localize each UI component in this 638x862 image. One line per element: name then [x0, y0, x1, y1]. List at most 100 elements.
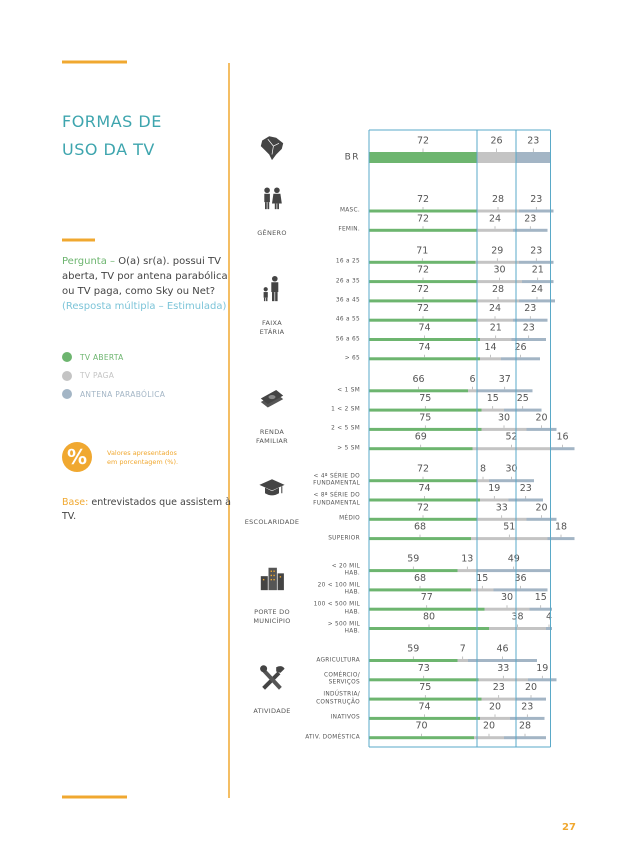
bar-segment: [369, 498, 480, 502]
bar-segment: [528, 678, 557, 682]
value-label: 72: [417, 194, 429, 205]
bar-segment: [529, 607, 552, 611]
value-label: 23: [530, 194, 542, 205]
row-label: < 20 MIL HAB.: [331, 563, 360, 577]
value-label: 72: [417, 303, 429, 314]
bar-segment: [477, 569, 551, 573]
value-label: 74: [418, 323, 430, 334]
bar-segment: [547, 537, 575, 541]
bar-segment: [369, 678, 479, 682]
row-label: MÉDIO: [339, 515, 360, 522]
row-label: FEMIN.: [338, 226, 360, 233]
legend-swatch: [62, 389, 72, 399]
bar-segment: [369, 479, 477, 483]
value-label: 23: [527, 136, 539, 147]
percent-icon: %: [62, 442, 92, 472]
icon: [260, 567, 284, 591]
bar-segment: [511, 338, 546, 341]
bar-segment: [477, 517, 527, 521]
value-label: 59: [407, 554, 419, 565]
value-label: 72: [417, 464, 429, 475]
value-label: 26: [514, 342, 526, 353]
bar-segment: [513, 318, 548, 322]
bar-segment: [471, 588, 494, 592]
bar-segment: [477, 479, 489, 483]
row-label: 2 < 5 SM: [331, 425, 360, 432]
bar-segment: [369, 716, 480, 720]
legend-swatch: [62, 370, 72, 381]
bar-segment: [369, 697, 482, 701]
bar-segment: [457, 659, 468, 662]
value-label: 16: [556, 432, 568, 443]
value-label: 23: [523, 323, 535, 334]
value-label: 7: [460, 644, 466, 655]
value-label: 38: [511, 612, 523, 623]
value-label: 6: [469, 374, 475, 385]
value-label: 74: [418, 342, 430, 353]
bar-segment: [510, 716, 545, 720]
page-number: 27: [562, 822, 576, 833]
bar-segment: [369, 299, 477, 303]
value-label: 25: [517, 393, 529, 404]
value-label: 23: [493, 682, 505, 693]
value-label: 77: [421, 592, 433, 603]
value-label: 15: [535, 592, 547, 603]
row-label: 20 < 100 MIL HAB.: [317, 582, 360, 596]
legend-item: TV ABERTA: [62, 352, 124, 362]
bar-segment: [513, 228, 548, 232]
value-label: 23: [520, 483, 532, 494]
bar-segment: [369, 260, 476, 264]
value-label: 73: [418, 663, 430, 674]
value-label: 20: [525, 682, 537, 693]
value-label: 52: [505, 432, 517, 443]
bar-segment: [369, 659, 458, 662]
bar-segment: [369, 736, 474, 740]
bar-segment: [369, 447, 473, 451]
bar-segment: [369, 537, 471, 541]
bar-segment: [369, 569, 458, 573]
value-label: 30: [501, 592, 513, 603]
value-label: 49: [508, 554, 520, 565]
icon: [260, 135, 284, 161]
icon: [260, 390, 284, 408]
value-label: 28: [492, 284, 504, 295]
value-label: 30: [493, 265, 505, 276]
bar-segment: [504, 736, 546, 740]
bar-segment: [481, 697, 516, 701]
row-label: 26 a 35: [335, 277, 360, 284]
value-label: 24: [489, 213, 501, 224]
question-label: Pergunta –: [62, 256, 116, 267]
legend-label: TV ABERTA: [80, 352, 124, 362]
bar-segment: [477, 152, 516, 163]
value-label: 29: [491, 245, 503, 256]
value-label: 72: [417, 213, 429, 224]
value-label: 20: [483, 721, 495, 732]
bar-segment: [369, 627, 489, 630]
bar-segment: [474, 736, 504, 740]
base-label: Base:: [62, 497, 89, 508]
bar-segment: [481, 427, 527, 431]
base-text: entrevistados que assistem à TV.: [62, 497, 231, 522]
value-label: 33: [496, 502, 508, 513]
value-label: 51: [503, 522, 515, 533]
row-label: INDÚSTRIA/ CONSTRUÇÃO: [316, 691, 360, 706]
value-label: 72: [417, 284, 429, 295]
row-label: COMÉRCIO/ SERVIÇOS: [324, 672, 360, 686]
bar-segment: [489, 627, 546, 630]
legend-label: TV PAGA: [80, 371, 115, 380]
bar-segment: [477, 318, 513, 322]
bar-segment: [477, 228, 513, 232]
value-label: 75: [419, 412, 431, 423]
group-label: RENDA FAMILIAR: [255, 427, 288, 445]
value-label: 68: [414, 573, 426, 584]
bar-segment: [369, 588, 471, 592]
row-label: BR: [344, 151, 360, 162]
bar-segment: [526, 427, 557, 431]
value-label: 72: [417, 265, 429, 276]
bar-segment: [471, 537, 548, 541]
bar-segment: [369, 152, 477, 163]
bar-segment: [369, 209, 477, 213]
row-label: ATIV. DOMÉSTICA: [305, 733, 360, 740]
value-label: 68: [414, 522, 426, 533]
bar-segment: [369, 517, 477, 521]
